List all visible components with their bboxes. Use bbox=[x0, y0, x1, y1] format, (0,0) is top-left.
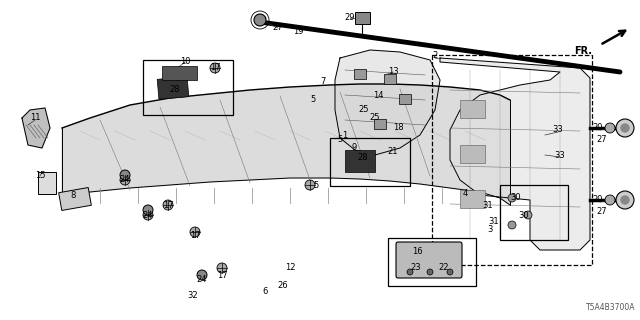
Bar bbox=[38, 172, 56, 194]
Circle shape bbox=[407, 269, 413, 275]
Bar bbox=[384, 74, 396, 84]
Text: 31: 31 bbox=[483, 201, 493, 210]
Text: 31: 31 bbox=[489, 218, 499, 227]
Text: 17: 17 bbox=[210, 63, 220, 73]
Bar bbox=[354, 69, 366, 79]
Polygon shape bbox=[335, 50, 440, 155]
Circle shape bbox=[621, 124, 629, 132]
Text: 9: 9 bbox=[351, 143, 356, 153]
Text: 21: 21 bbox=[388, 148, 398, 156]
Text: 8: 8 bbox=[70, 190, 76, 199]
Text: 26: 26 bbox=[278, 281, 288, 290]
Text: 27: 27 bbox=[596, 135, 607, 145]
Text: 29: 29 bbox=[345, 13, 355, 22]
Circle shape bbox=[254, 14, 266, 26]
Text: 23: 23 bbox=[411, 263, 421, 273]
Circle shape bbox=[210, 63, 220, 73]
Text: 20: 20 bbox=[593, 124, 604, 132]
Text: 32: 32 bbox=[188, 291, 198, 300]
Text: 33: 33 bbox=[555, 150, 565, 159]
Bar bbox=[59, 188, 92, 211]
Circle shape bbox=[605, 123, 615, 133]
Circle shape bbox=[120, 175, 130, 185]
Polygon shape bbox=[22, 108, 50, 148]
Bar bbox=[460, 145, 485, 163]
Text: 24: 24 bbox=[196, 276, 207, 284]
Circle shape bbox=[605, 195, 615, 205]
Text: 17: 17 bbox=[189, 230, 200, 239]
Circle shape bbox=[427, 269, 433, 275]
Bar bbox=[162, 66, 197, 80]
Circle shape bbox=[305, 180, 315, 190]
Text: 13: 13 bbox=[388, 68, 398, 76]
Bar bbox=[157, 77, 189, 99]
Polygon shape bbox=[62, 84, 510, 205]
Text: 7: 7 bbox=[320, 77, 326, 86]
Text: 24: 24 bbox=[143, 211, 153, 220]
Text: 27: 27 bbox=[596, 207, 607, 217]
Text: 5: 5 bbox=[337, 135, 342, 145]
Text: 19: 19 bbox=[292, 28, 303, 36]
Text: 5: 5 bbox=[314, 180, 319, 189]
Circle shape bbox=[197, 270, 207, 280]
Bar bbox=[374, 119, 386, 129]
Bar bbox=[460, 190, 485, 208]
Circle shape bbox=[143, 210, 153, 220]
Circle shape bbox=[616, 119, 634, 137]
Text: 12: 12 bbox=[285, 263, 295, 273]
Bar bbox=[345, 150, 375, 172]
Text: 11: 11 bbox=[29, 114, 40, 123]
Circle shape bbox=[120, 170, 130, 180]
Text: 30: 30 bbox=[518, 211, 529, 220]
Text: 15: 15 bbox=[35, 171, 45, 180]
Circle shape bbox=[524, 211, 532, 219]
Text: 5: 5 bbox=[310, 95, 316, 105]
Text: 14: 14 bbox=[372, 91, 383, 100]
Text: 28: 28 bbox=[358, 154, 368, 163]
Text: 16: 16 bbox=[412, 247, 422, 257]
Circle shape bbox=[190, 227, 200, 237]
Text: 3: 3 bbox=[487, 226, 493, 235]
Bar bbox=[355, 12, 370, 24]
Text: 4: 4 bbox=[462, 188, 468, 197]
Text: 18: 18 bbox=[393, 124, 403, 132]
Circle shape bbox=[143, 205, 153, 215]
Text: FR.: FR. bbox=[574, 46, 592, 56]
Circle shape bbox=[163, 200, 173, 210]
Text: 22: 22 bbox=[439, 262, 449, 271]
Text: 6: 6 bbox=[262, 287, 268, 297]
Text: 28: 28 bbox=[170, 85, 180, 94]
Bar bbox=[460, 100, 485, 118]
Circle shape bbox=[616, 191, 634, 209]
Text: 10: 10 bbox=[180, 58, 190, 67]
Text: T5A4B3700A: T5A4B3700A bbox=[586, 303, 635, 312]
Text: 25: 25 bbox=[359, 106, 369, 115]
Text: 24: 24 bbox=[120, 175, 131, 185]
FancyBboxPatch shape bbox=[396, 242, 462, 278]
Text: 20: 20 bbox=[593, 196, 604, 204]
Circle shape bbox=[447, 269, 453, 275]
Text: 30: 30 bbox=[511, 194, 522, 203]
Circle shape bbox=[508, 194, 516, 202]
Circle shape bbox=[508, 221, 516, 229]
Text: 17: 17 bbox=[163, 201, 173, 210]
Polygon shape bbox=[440, 58, 590, 250]
Text: 17: 17 bbox=[217, 270, 227, 279]
Text: 25: 25 bbox=[370, 114, 380, 123]
Text: 33: 33 bbox=[552, 125, 563, 134]
Bar bbox=[399, 94, 411, 104]
Circle shape bbox=[621, 196, 629, 204]
Text: 27: 27 bbox=[273, 23, 284, 33]
Text: 2: 2 bbox=[433, 51, 438, 60]
Text: 1: 1 bbox=[342, 131, 348, 140]
Circle shape bbox=[217, 263, 227, 273]
